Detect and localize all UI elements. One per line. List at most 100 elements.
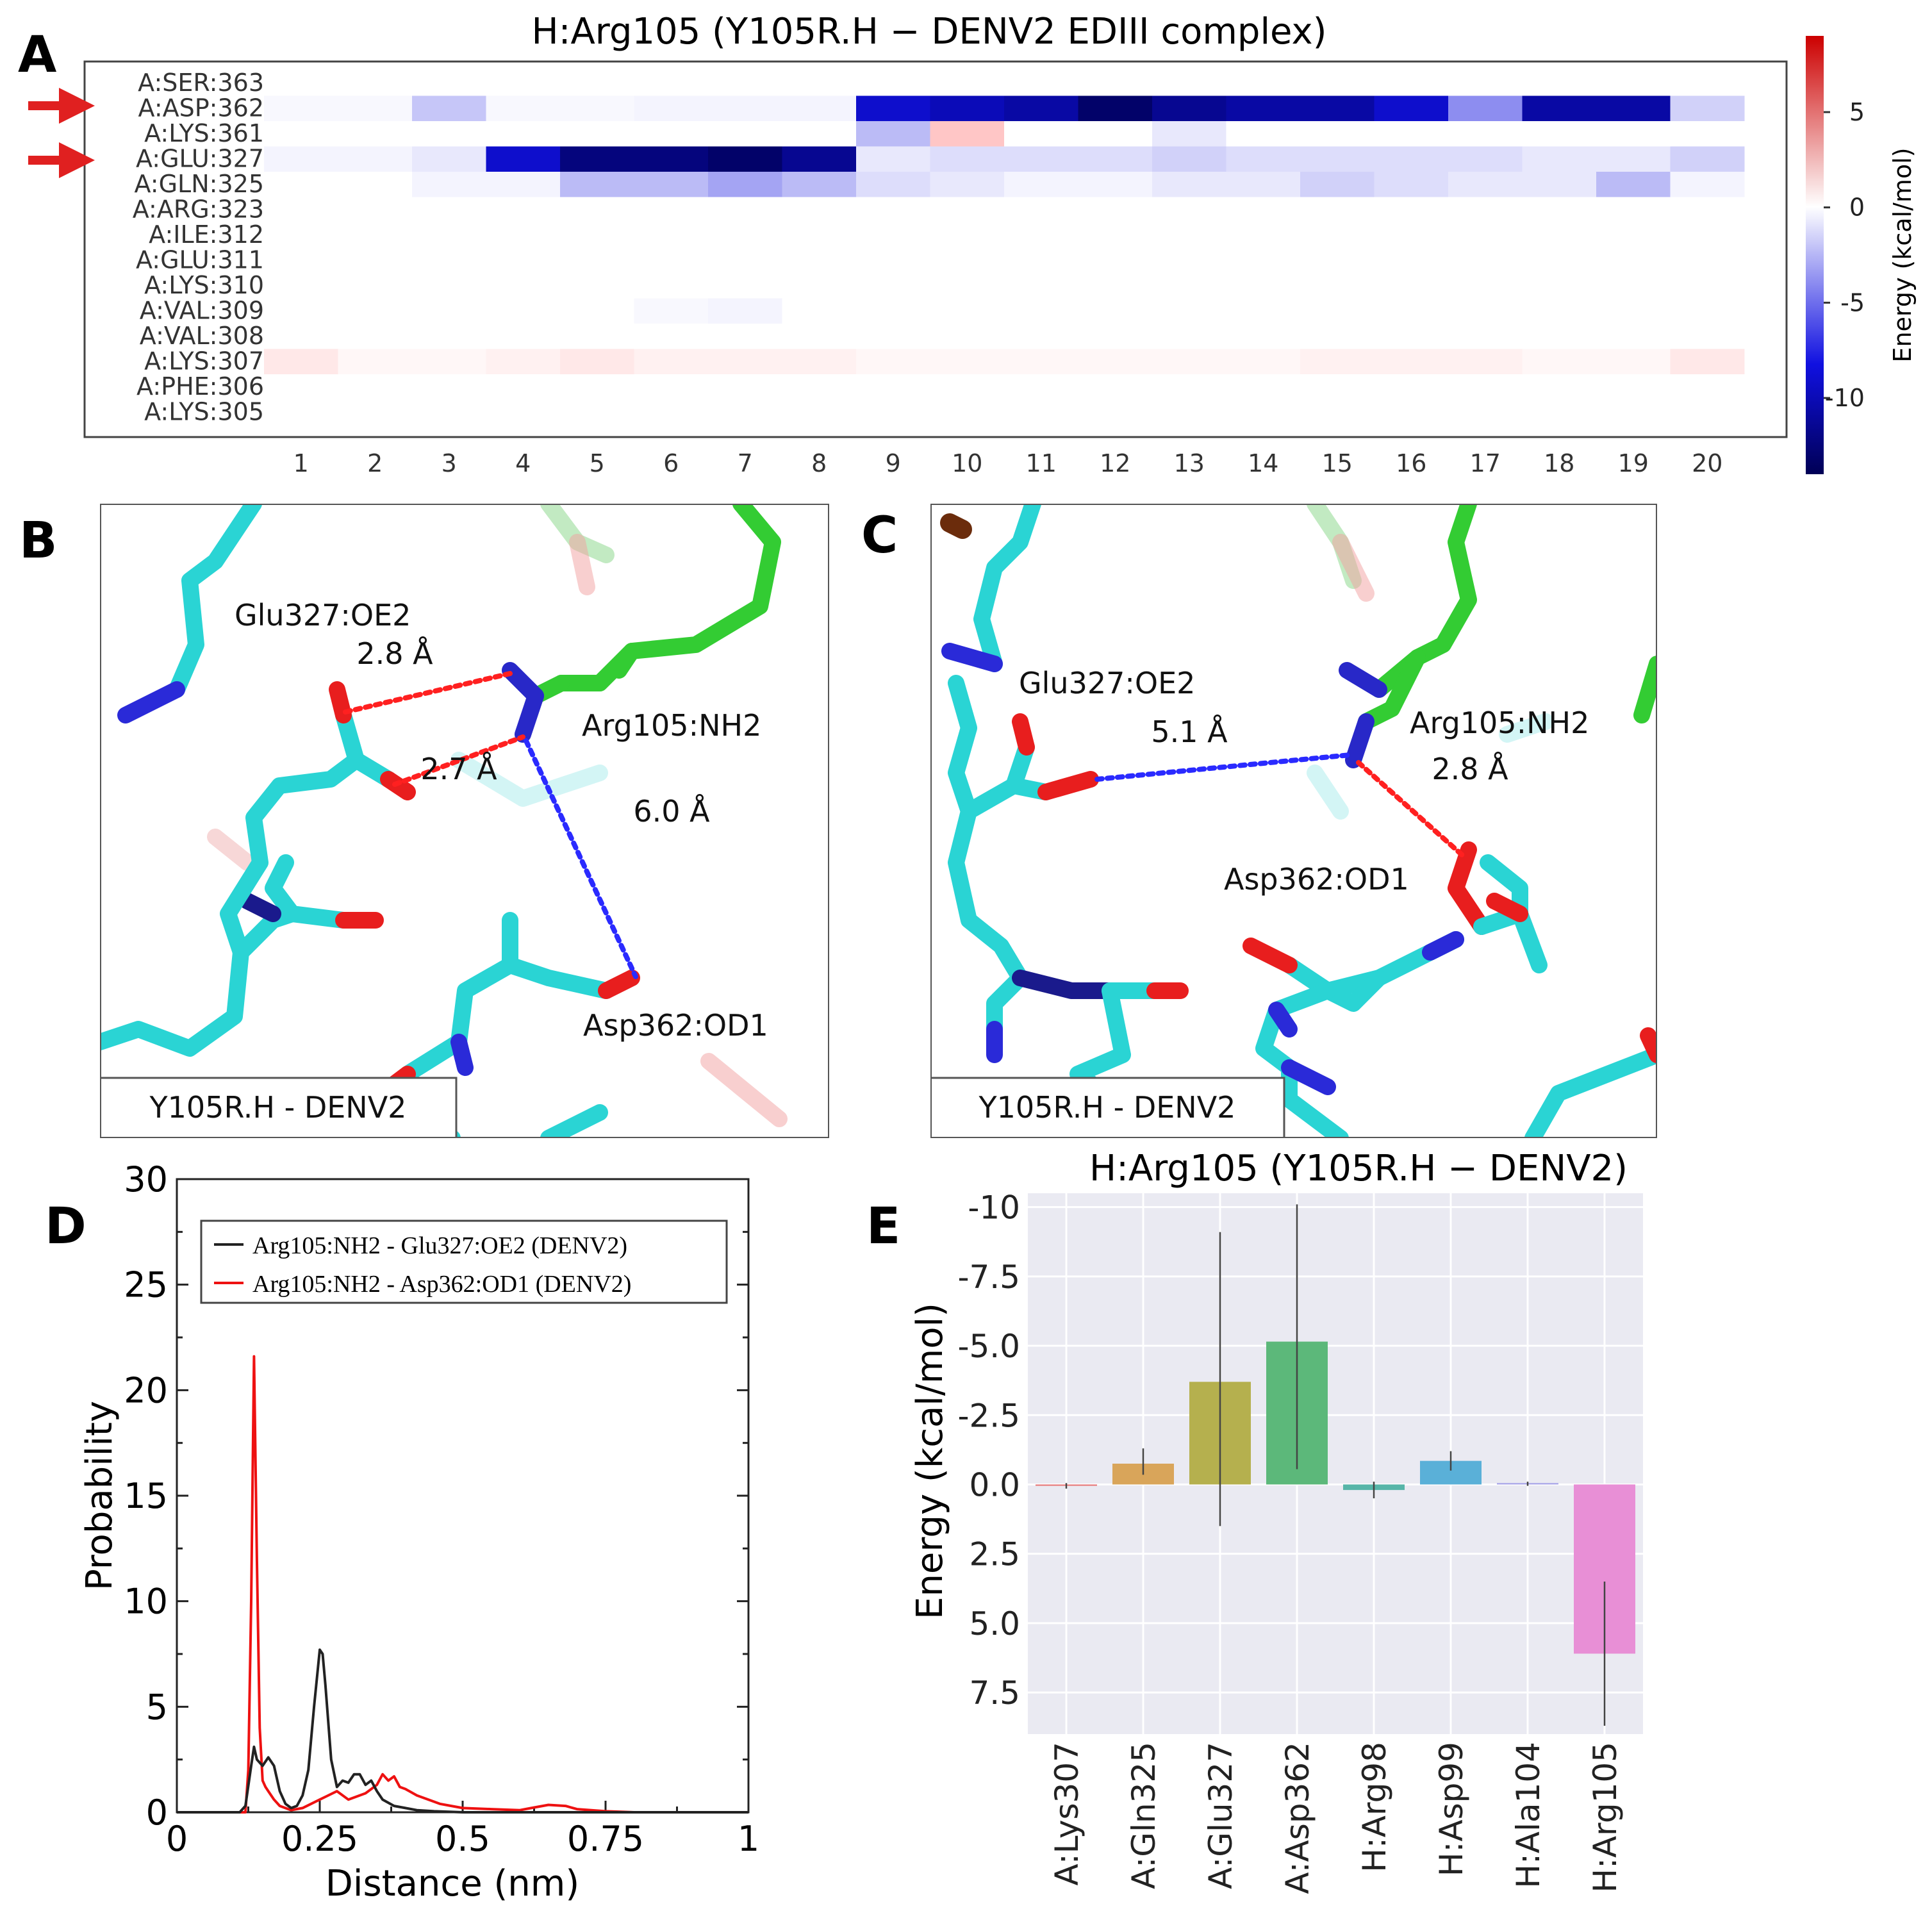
heatmap-cell [1448,324,1523,349]
heatmap-cell [856,298,930,324]
label-distance-2-7: 2.7 Å [420,752,497,786]
x-tick-label: 0.25 [281,1819,358,1859]
heatmap-cell [338,70,413,96]
heatmap-cell [412,374,486,400]
heatmap-cell [1300,146,1375,172]
plot-e-title: H:Arg105 (Y105R.H − DENV2) [1089,1148,1628,1189]
heatmap-cell [412,349,486,375]
plot-e-grid: -10 -7.5 -5.0 -2.5 0.0 2.5 5.0 7.5 [957,1189,1643,1734]
heatmap-cell [412,146,486,172]
heatmap-cell [1004,324,1078,349]
heatmap-cell [560,95,634,122]
heatmap-cell [1522,172,1597,197]
heatmap-cell [560,247,634,274]
heatmap-cell [412,70,486,96]
legend-label-glu327: Arg105:NH2 - Glu327:OE2 (DENV2) [252,1232,627,1259]
heatmap-cell [1374,197,1449,223]
heatmap-cell [856,70,930,96]
heatmap-cell [1300,247,1375,274]
heatmap-column-label: 1 [293,449,309,477]
heatmap-cell [782,121,857,147]
colorbar [1806,36,1824,474]
heatmap-cell [1448,399,1523,426]
heatmap-cell [1448,298,1523,324]
heatmap-cells [264,70,1745,426]
heatmap-cell [486,298,561,324]
heatmap-cell [1004,95,1078,122]
heatmap-cell [930,197,1005,223]
heatmap-cell [560,146,634,172]
heatmap-cell [1078,324,1153,349]
category-label: A:Asp362 [1279,1742,1316,1894]
heatmap-cell [1522,324,1597,349]
panel-b-caption: Y105R.H - DENV2 [149,1090,407,1125]
category-label: H:Asp99 [1433,1742,1470,1876]
heatmap-cell [856,95,930,122]
y-tick-label: 10 [124,1582,168,1622]
label-distance-2-8: 2.8 Å [356,636,433,671]
heatmap-cell [1448,172,1523,197]
colorbar-tick-label: 0 [1849,194,1865,222]
label-arg105-nh2: Arg105:NH2 [1410,706,1589,740]
heatmap-row-label: A:GLU:311 [136,246,264,274]
heatmap-cell [338,222,413,248]
heatmap-column-label: 3 [442,449,457,477]
heatmap-cell [1226,70,1301,96]
heatmap-cell [634,374,709,400]
heatmap-cell [1300,197,1375,223]
heatmap-cell [930,172,1005,197]
heatmap-cell [264,298,338,324]
category-label: A:Glu327 [1202,1742,1239,1889]
heatmap-cell [264,399,338,426]
heatmap-column-label: 15 [1322,449,1353,477]
heatmap-column-labels: 1 2 3 4 5 6 7 8 9 10 11 12 13 14 15 16 17 18 19 20 [293,449,1723,477]
heatmap-cell [264,222,338,248]
panel-c-caption: Y105R.H - DENV2 [978,1090,1236,1125]
heatmap-cell [264,247,338,274]
series-line [177,1355,748,1814]
heatmap-cell [1522,349,1597,375]
heatmap-cell [1078,95,1153,122]
heatmap-cell [412,399,486,426]
heatmap-cell [486,349,561,375]
heatmap-column-label: 16 [1396,449,1426,477]
heatmap-cell [486,374,561,400]
heatmap-cell [856,121,930,147]
heatmap-cell [1078,70,1153,96]
heatmap-cell [708,70,782,96]
heatmap-cell [1596,349,1671,375]
heatmap-cell [1374,374,1449,400]
heatmap-cell [782,197,857,223]
panel-c-labels: Glu327:OE2 5.1 Å Arg105:NH2 2.8 Å Asp362… [1019,666,1589,897]
heatmap-row-label: A:LYS:361 [144,119,264,147]
heatmap-column-label: 10 [952,449,982,477]
heatmap-cell [1596,273,1671,299]
heatmap-cell [1078,121,1153,147]
heatmap-cell [338,324,413,349]
heatmap-cell [1300,222,1375,248]
heatmap-column-label: 8 [811,449,827,477]
panel-a: A H:Arg105 (Y105R.H − DENV2 EDIII comple… [18,11,1917,477]
heatmap-cell [1152,146,1226,172]
y-tick-label: 0.0 [969,1466,1020,1503]
heatmap-cell [1152,374,1226,400]
heatmap-cell [486,247,561,274]
plot-d-series [177,1355,748,1814]
heatmap-cell [634,70,709,96]
heatmap-cell [708,247,782,274]
heatmap-cell [1152,197,1226,223]
heatmap-cell [486,273,561,299]
heatmap-cell [708,222,782,248]
heatmap-cell [412,121,486,147]
heatmap-cell [1596,172,1671,197]
heatmap-cell [782,247,857,274]
heatmap-cell [1522,95,1597,122]
colorbar-ticks: 5 0 -5 -10 [1824,98,1865,412]
heatmap-column-label: 18 [1544,449,1574,477]
heatmap-cell [1226,324,1301,349]
heatmap-cell [1226,349,1301,375]
heatmap-cell [1226,247,1301,274]
heatmap-cell [782,298,857,324]
heatmap-cell [264,146,338,172]
heatmap-cell [782,273,857,299]
